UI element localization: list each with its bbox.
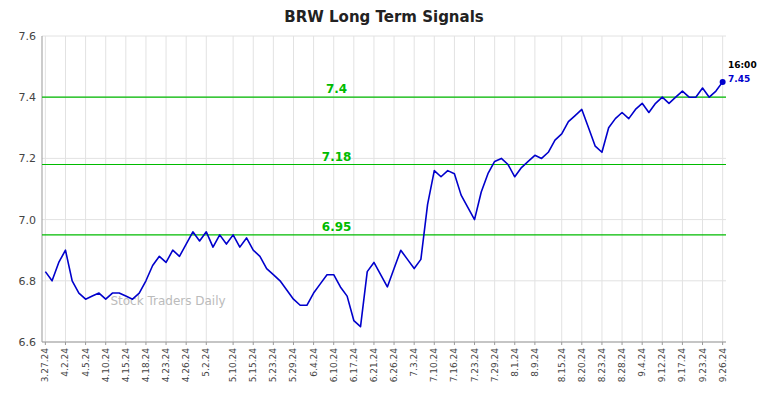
x-tick-label: 9.12.24 <box>657 348 667 383</box>
grid-line-x <box>65 36 66 342</box>
signal-label: 7.18 <box>322 150 352 164</box>
grid-line-x <box>434 36 435 342</box>
x-tick-label: 5.10.24 <box>228 348 238 383</box>
x-tick-label: 8.28.24 <box>617 348 627 383</box>
x-tick-label: 9.26.24 <box>718 348 728 383</box>
x-tick-label: 7.29.24 <box>490 348 500 383</box>
y-tick-label: 7.6 <box>19 30 37 43</box>
grid-line-x <box>474 36 475 342</box>
x-axis-line <box>42 342 726 343</box>
annotation: 7.45 <box>728 74 750 84</box>
x-tick-label: 6.21.24 <box>369 348 379 383</box>
x-tick-label: 7.23.24 <box>470 348 480 383</box>
x-tick-label: 7.16.24 <box>449 348 459 383</box>
y-tick-label: 7.0 <box>19 214 37 227</box>
grid-line-x <box>514 36 515 342</box>
x-tick-label: 9.4.24 <box>637 348 647 377</box>
x-tick-label: 5.2.24 <box>201 348 211 377</box>
title: BRW Long Term Signals <box>284 8 484 26</box>
grid-line-x <box>581 36 582 342</box>
x-tick-label: 7.10.24 <box>429 348 439 383</box>
signal-line <box>42 97 726 98</box>
grid-line-x <box>702 36 703 342</box>
x-tick-label: 4.23.24 <box>161 348 171 383</box>
x-tick-label: 5.29.24 <box>288 348 298 383</box>
x-tick-label: 4.18.24 <box>141 348 151 383</box>
signal-line <box>42 164 726 165</box>
grid-line-y <box>42 158 726 159</box>
last-point <box>720 79 726 85</box>
grid-line-x <box>494 36 495 342</box>
grid-line-x <box>373 36 374 342</box>
chart-container: BRW Long Term Signals 6.6 6.8 7.0 7.2 7.4 7.6 3… <box>0 0 784 398</box>
grid-line-y <box>42 219 726 220</box>
signal-label: 7.4 <box>326 82 347 96</box>
x-tick-label: 4.26.24 <box>181 348 191 383</box>
grid-line-x <box>682 36 683 342</box>
signal-line <box>42 234 726 235</box>
x-tick-label: 8.1.24 <box>510 348 520 377</box>
x-tick-label: 6.17.24 <box>349 348 359 383</box>
grid-line-x <box>601 36 602 342</box>
grid-line-x <box>233 36 234 342</box>
chart-svg: BRW Long Term Signals 6.6 6.8 7.0 7.2 7.4 7.6 3… <box>0 0 784 398</box>
grid-line-x <box>273 36 274 342</box>
x-tick-label: 5.23.24 <box>268 348 278 383</box>
x-tick-label: 4.5.24 <box>81 348 91 377</box>
y-tick-label: 6.8 <box>19 275 37 288</box>
grid-line-x <box>642 36 643 342</box>
price-line <box>45 82 722 327</box>
grid-line-y <box>42 342 726 343</box>
x-tick-label: 3.27.24 <box>40 348 50 383</box>
grid-line-x <box>662 36 663 342</box>
y-tick-label: 7.4 <box>19 91 37 104</box>
grid-line-x <box>105 36 106 342</box>
grid-line-x <box>394 36 395 342</box>
grid-line-x <box>313 36 314 342</box>
labels: 6.95 7.18 7.4 16:00 7.45 <box>322 60 757 234</box>
grid-line-x <box>454 36 455 342</box>
signal-label: 6.95 <box>322 220 352 234</box>
x-tick-label: 7.3.24 <box>409 348 419 377</box>
x-tick-label: 6.10.24 <box>329 348 339 383</box>
grid-line-x <box>414 36 415 342</box>
x-tick-label: 8.15.24 <box>557 348 567 383</box>
x-tick-label: 5.15.24 <box>248 348 258 383</box>
grid-line-x <box>353 36 354 342</box>
grid-line-x <box>622 36 623 342</box>
x-tick-label: 6.26.24 <box>389 348 399 383</box>
x-tick-label: 9.17.24 <box>677 348 687 383</box>
y-tick-label: 6.6 <box>19 336 37 349</box>
annotation: 16:00 <box>728 60 757 70</box>
x-tick-label: 8.23.24 <box>597 348 607 383</box>
y-axis-line <box>42 36 43 342</box>
grid-line-y <box>42 97 726 98</box>
grid-line-x <box>45 36 46 342</box>
y-tick-label: 7.2 <box>19 152 37 165</box>
axes: 6.6 6.8 7.0 7.2 7.4 7.6 3.27.24 4.2.24 4.5.24 4.1… <box>19 30 728 382</box>
x-tick-label: 8.9.24 <box>530 348 540 377</box>
x-tick-label: 4.10.24 <box>101 348 111 383</box>
grid-line-x <box>253 36 254 342</box>
grid-line-x <box>534 36 535 342</box>
grid-line-y <box>42 36 726 37</box>
grid <box>42 36 726 342</box>
plot-area <box>42 79 726 327</box>
grid-line-x <box>85 36 86 342</box>
grid-line-x <box>561 36 562 342</box>
x-tick-label: 6.4.24 <box>309 348 319 377</box>
grid-line-x <box>293 36 294 342</box>
x-tick-label: 8.20.24 <box>577 348 587 383</box>
x-tick-label: 4.2.24 <box>60 348 70 377</box>
x-tick-label: 4.15.24 <box>121 348 131 383</box>
x-tick-label: 9.23.24 <box>698 348 708 383</box>
